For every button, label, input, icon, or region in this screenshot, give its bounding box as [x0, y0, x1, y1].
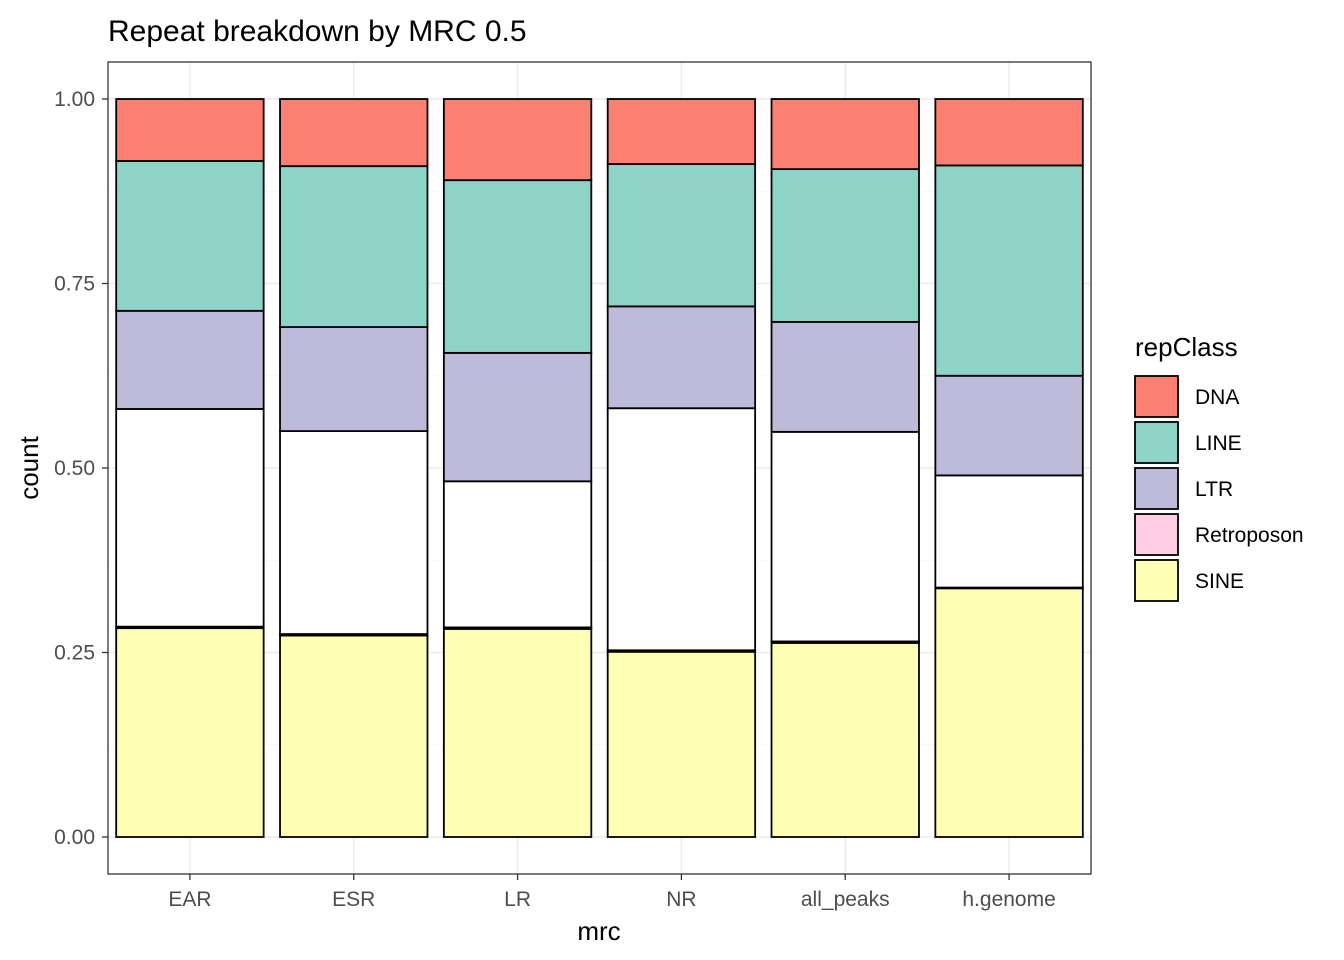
- bar-segment-nr-dna: [606, 98, 757, 165]
- bar-segment-all-peaks-line: [770, 168, 920, 323]
- x-tick-label: all_peaks: [801, 888, 890, 911]
- legend-label-line: LINE: [1195, 432, 1242, 455]
- legend-label-sine: SINE: [1195, 570, 1244, 593]
- bar-segment-all-peaks-ltr: [770, 320, 920, 433]
- bar-segment-esr-ltr: [279, 326, 429, 432]
- x-tick-label: ESR: [332, 888, 375, 911]
- bar-segment-lr-unlabeled: [442, 480, 593, 629]
- bars: [115, 98, 1084, 838]
- bar-segment-esr-dna: [279, 98, 429, 168]
- legend-title: repClass: [1135, 332, 1238, 362]
- legend-swatch-sine: [1134, 559, 1179, 602]
- legend-label-ltr: LTR: [1195, 478, 1233, 501]
- x-axis: EAR ESR LR NR all_peaks h.genome: [168, 874, 1056, 911]
- y-tick-label: 0.75: [54, 273, 95, 296]
- bar-segment-ear-ltr: [115, 309, 265, 410]
- legend-swatch-retroposon: [1134, 513, 1179, 556]
- y-tick-label: 0.25: [54, 642, 95, 665]
- bar-segment-nr-line: [606, 163, 757, 308]
- x-tick-label: NR: [666, 888, 696, 911]
- y-tick-label: 0.50: [54, 457, 95, 480]
- legend-swatch-ltr: [1134, 467, 1179, 510]
- bar-segment-lr-sine: [442, 627, 593, 838]
- bar-segment-h-genome-unlabeled: [934, 474, 1084, 589]
- bar-segment-lr-ltr: [442, 351, 593, 483]
- bar-segment-nr-unlabeled: [606, 407, 757, 652]
- bar-segment-h-genome-dna: [934, 98, 1084, 167]
- y-axis-title: count: [14, 435, 44, 499]
- legend: repClass DNA LINE LTR Retroposon SINE: [1134, 332, 1304, 602]
- y-axis: 0.00 0.25 0.50 0.75 1.00: [54, 88, 108, 849]
- x-tick-label: h.genome: [962, 888, 1055, 911]
- bar-segment-nr-sine: [606, 650, 757, 838]
- bar-segment-ear-line: [115, 160, 265, 312]
- bar-segment-esr-sine: [279, 634, 429, 838]
- bar-segment-esr-unlabeled: [279, 430, 429, 635]
- bar-segment-ear-sine: [115, 627, 265, 838]
- bar-segment-esr-line: [279, 165, 429, 328]
- y-tick-label: 1.00: [54, 88, 95, 111]
- chart-title: Repeat breakdown by MRC 0.5: [108, 15, 527, 48]
- legend-label-dna: DNA: [1195, 386, 1239, 409]
- x-axis-title: mrc: [577, 916, 620, 946]
- bar-segment-ear-unlabeled: [115, 408, 265, 628]
- legend-label-retroposon: Retroposon: [1195, 524, 1304, 547]
- bar-segment-nr-ltr: [606, 305, 757, 410]
- bar-segment-h-genome-line: [934, 164, 1084, 377]
- x-tick-label: EAR: [168, 888, 211, 911]
- bar-segment-lr-dna: [442, 98, 593, 182]
- bar-segment-all-peaks-sine: [770, 642, 920, 838]
- legend-swatch-line: [1134, 421, 1179, 464]
- bar-segment-h-genome-ltr: [934, 374, 1084, 477]
- bar-segment-h-genome-sine: [934, 587, 1084, 838]
- bar-segment-all-peaks-dna: [770, 98, 920, 171]
- legend-swatch-dna: [1134, 375, 1179, 418]
- y-tick-label: 0.00: [54, 826, 95, 849]
- bar-segment-ear-dna: [115, 98, 265, 162]
- bar-segment-all-peaks-unlabeled: [770, 430, 920, 643]
- x-tick-label: LR: [504, 888, 531, 911]
- bar-segment-lr-line: [442, 179, 593, 354]
